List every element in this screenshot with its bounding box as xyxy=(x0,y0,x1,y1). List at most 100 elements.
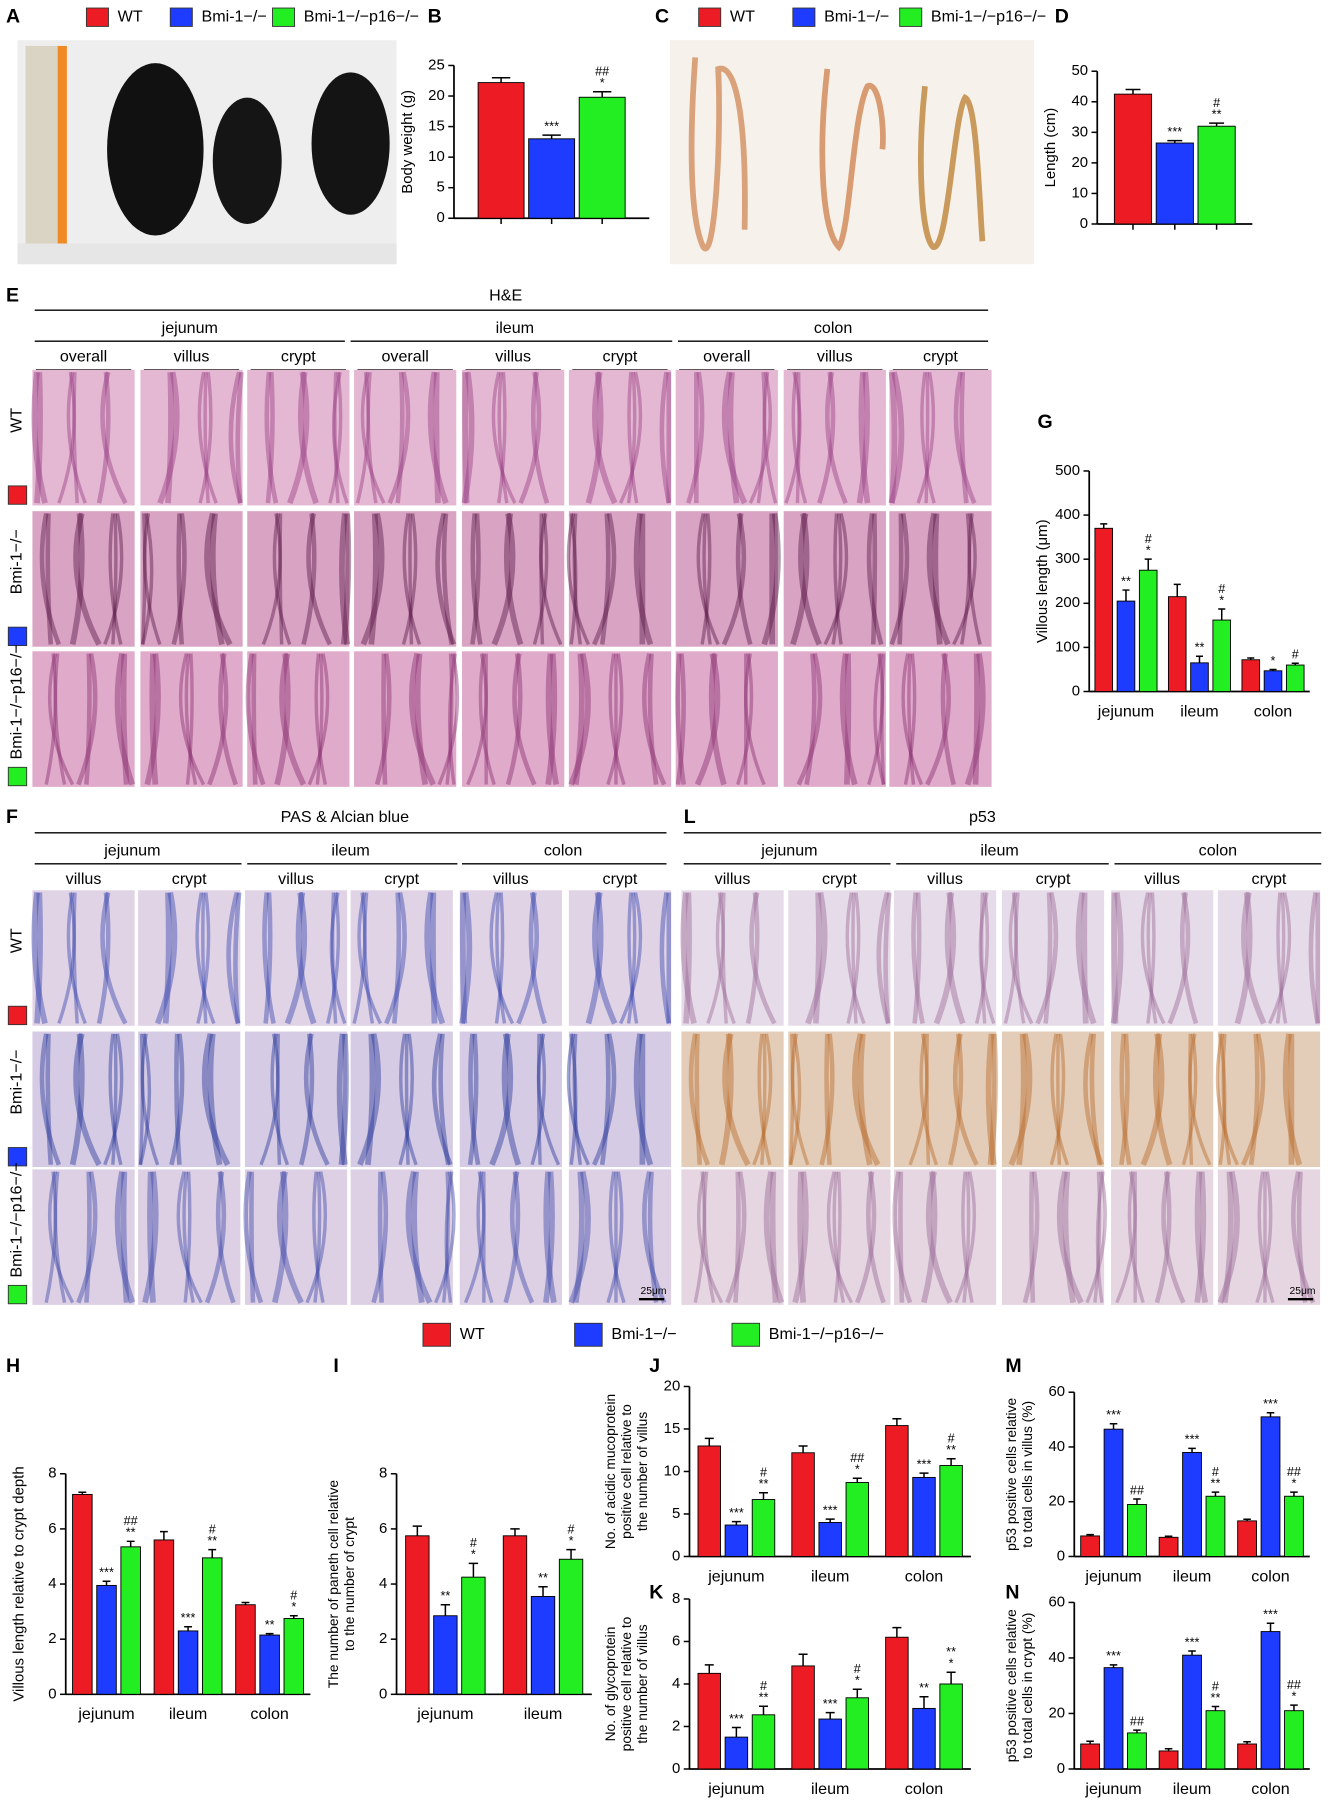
micrograph-texture xyxy=(459,892,468,1024)
micrograph-texture xyxy=(467,1033,479,1166)
micrograph-texture xyxy=(1089,1033,1102,1166)
micrograph-texture xyxy=(1140,1033,1165,1166)
significance-mark: * xyxy=(949,1657,954,1671)
bar xyxy=(885,1636,909,1770)
micrograph-texture xyxy=(749,891,777,1025)
micrograph-texture xyxy=(606,653,624,786)
error-bar xyxy=(126,1540,135,1547)
x-tick-label: ileum xyxy=(1180,702,1218,720)
significance-mark: *** xyxy=(1263,1608,1278,1622)
micrograph-texture xyxy=(196,892,211,1024)
error-bar xyxy=(1086,1533,1094,1536)
error-bar xyxy=(1164,1747,1173,1751)
view-label: crypt xyxy=(1036,870,1071,888)
micrograph-texture xyxy=(384,892,407,1025)
micrograph-texture xyxy=(503,1171,521,1304)
micrograph-texture xyxy=(1257,1171,1275,1304)
error-bar xyxy=(825,1518,835,1523)
micrograph-texture xyxy=(53,653,67,785)
significance-mark: # xyxy=(1145,532,1152,546)
micrograph-texture xyxy=(149,653,159,785)
micrograph-texture xyxy=(461,371,475,504)
y-tick-label: 6 xyxy=(379,1520,387,1537)
y-tick-label: 15 xyxy=(428,118,445,135)
error-bar xyxy=(208,1548,217,1558)
micrograph-texture xyxy=(1167,892,1191,1025)
significance-mark: # xyxy=(290,1589,297,1603)
micrograph-texture xyxy=(73,512,102,646)
bar xyxy=(1127,1732,1147,1770)
micrograph-texture xyxy=(599,513,611,645)
micrograph-texture xyxy=(444,1171,454,1303)
micrograph-texture xyxy=(357,1033,382,1166)
y-axis-label: the number of villus xyxy=(635,1412,650,1531)
micrograph-texture xyxy=(696,1171,724,1304)
micrograph xyxy=(244,1169,348,1305)
y-axis-label: p53 positive cells relative xyxy=(1004,1397,1019,1550)
micrograph-texture xyxy=(819,1033,835,1166)
scale-bar-label: 25μm xyxy=(640,1286,666,1297)
micrograph-texture xyxy=(140,513,147,645)
micrograph-texture xyxy=(374,653,392,786)
micrograph xyxy=(681,1031,784,1168)
significance-mark: *** xyxy=(1185,1635,1200,1649)
x-tick-label: ileum xyxy=(169,1705,207,1723)
micrograph-texture xyxy=(1043,892,1053,1024)
panel-label: A xyxy=(6,5,20,27)
micrograph-texture xyxy=(748,371,772,504)
significance-mark: # xyxy=(1213,96,1220,110)
micrograph-texture xyxy=(264,371,279,504)
micrograph-texture xyxy=(84,1171,92,1303)
micrograph-texture xyxy=(788,1033,795,1165)
bar xyxy=(724,1524,749,1557)
micrograph-texture xyxy=(315,653,324,785)
micrograph-texture xyxy=(686,371,705,504)
y-tick-label: 2 xyxy=(672,1717,680,1734)
error-bar xyxy=(946,1671,956,1684)
bar xyxy=(1094,527,1114,692)
micrograph-texture xyxy=(120,1171,130,1303)
micrograph-texture xyxy=(1062,1171,1076,1304)
micrograph-texture xyxy=(494,892,505,1024)
micrograph-texture xyxy=(103,1033,124,1166)
y-tick-label: 5 xyxy=(672,1505,680,1522)
micrograph-texture xyxy=(462,372,470,504)
legend-swatch xyxy=(422,1322,452,1347)
micrograph-texture xyxy=(790,513,810,646)
micrograph-texture xyxy=(925,653,951,786)
row-swatch xyxy=(7,1147,28,1167)
micrograph-texture xyxy=(592,891,618,1025)
micrograph-texture xyxy=(355,371,370,504)
micrograph-texture xyxy=(855,1171,877,1304)
tissue-label: colon xyxy=(1199,841,1237,859)
micrograph-texture xyxy=(926,512,951,646)
micrograph xyxy=(244,1031,348,1168)
bar xyxy=(1127,1504,1147,1557)
error-bar xyxy=(758,1491,768,1500)
bar xyxy=(1155,142,1194,225)
micrograph-texture xyxy=(974,892,990,1024)
significance-mark: * xyxy=(471,1548,476,1562)
micrograph-texture xyxy=(435,512,457,646)
micrograph xyxy=(675,369,778,506)
micrograph-texture xyxy=(889,513,910,646)
view-label: crypt xyxy=(172,870,207,888)
tissue-label: colon xyxy=(544,841,582,859)
significance-mark: ## xyxy=(1130,1483,1144,1497)
micrograph-texture xyxy=(530,1033,547,1166)
view-label: villus xyxy=(715,870,751,888)
micrograph-texture xyxy=(921,1171,938,1304)
significance-mark: *** xyxy=(917,1457,932,1471)
legend-swatch xyxy=(698,7,722,27)
micrograph-texture xyxy=(377,1171,384,1303)
y-axis-label: to the number of crypt xyxy=(342,1517,357,1651)
error-bar xyxy=(758,1705,768,1715)
view-label: villus xyxy=(1144,870,1180,888)
error-bar xyxy=(1247,657,1255,660)
micrograph-texture xyxy=(987,1033,998,1166)
y-tick-label: 20 xyxy=(1048,1493,1065,1510)
micrograph-texture xyxy=(278,513,284,645)
significance-mark: ** xyxy=(1211,1691,1221,1705)
micrograph-texture xyxy=(920,371,936,504)
row-swatch xyxy=(7,766,28,787)
